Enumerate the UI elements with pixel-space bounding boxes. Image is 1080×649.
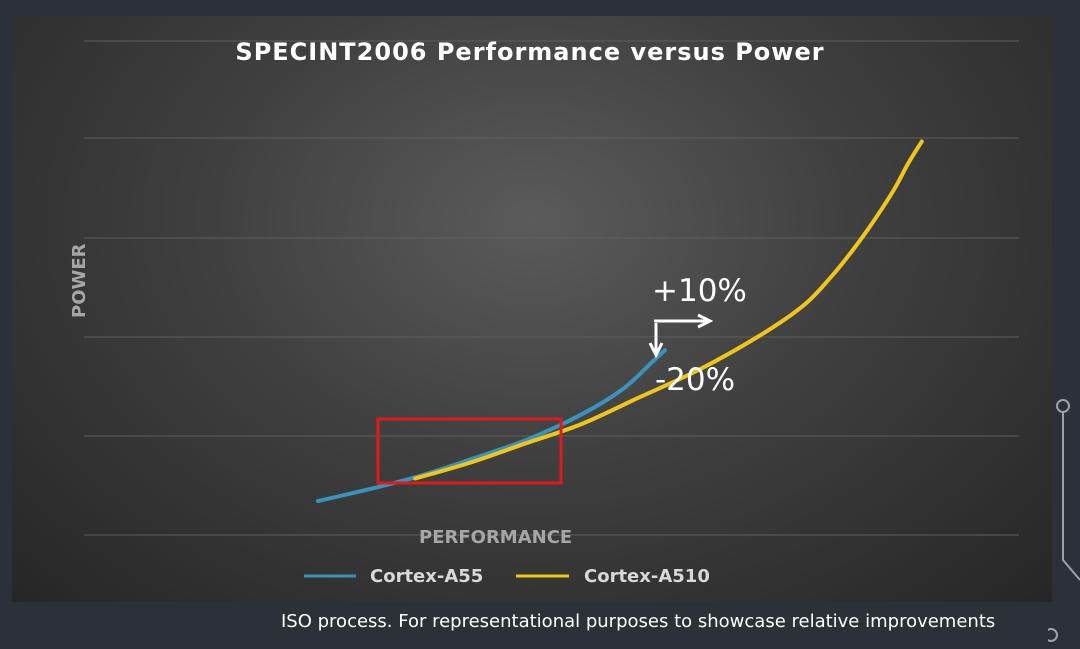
legend: Cortex-A55 Cortex-A510 — [304, 566, 710, 587]
series-group — [316, 139, 924, 503]
annotation-plus-10: +10% — [652, 273, 747, 309]
footnote: ISO process. For representational purpos… — [281, 611, 996, 632]
series-line-cortex-a55 — [316, 348, 667, 503]
legend-label-cortex-a510: Cortex-A510 — [584, 566, 710, 587]
chart-panel: SPECINT2006 Performance versus Power POW… — [12, 16, 1052, 602]
chart-title: SPECINT2006 Performance versus Power — [235, 38, 824, 66]
annotations: +10% -20% — [648, 273, 747, 398]
x-axis-label: PERFORMANCE — [419, 527, 572, 548]
right-arrow-icon — [654, 313, 714, 329]
y-axis-label: POWER — [69, 243, 90, 318]
gridlines — [84, 40, 1019, 536]
legend-label-cortex-a55: Cortex-A55 — [370, 566, 483, 587]
series-line-cortex-a510 — [413, 139, 924, 481]
annotation-minus-20: -20% — [655, 362, 735, 398]
highlight-box — [376, 417, 563, 485]
down-arrow-icon — [648, 323, 664, 359]
chart-svg: SPECINT2006 Performance versus Power POW… — [69, 38, 1019, 587]
circuit-decoration — [1048, 399, 1080, 642]
